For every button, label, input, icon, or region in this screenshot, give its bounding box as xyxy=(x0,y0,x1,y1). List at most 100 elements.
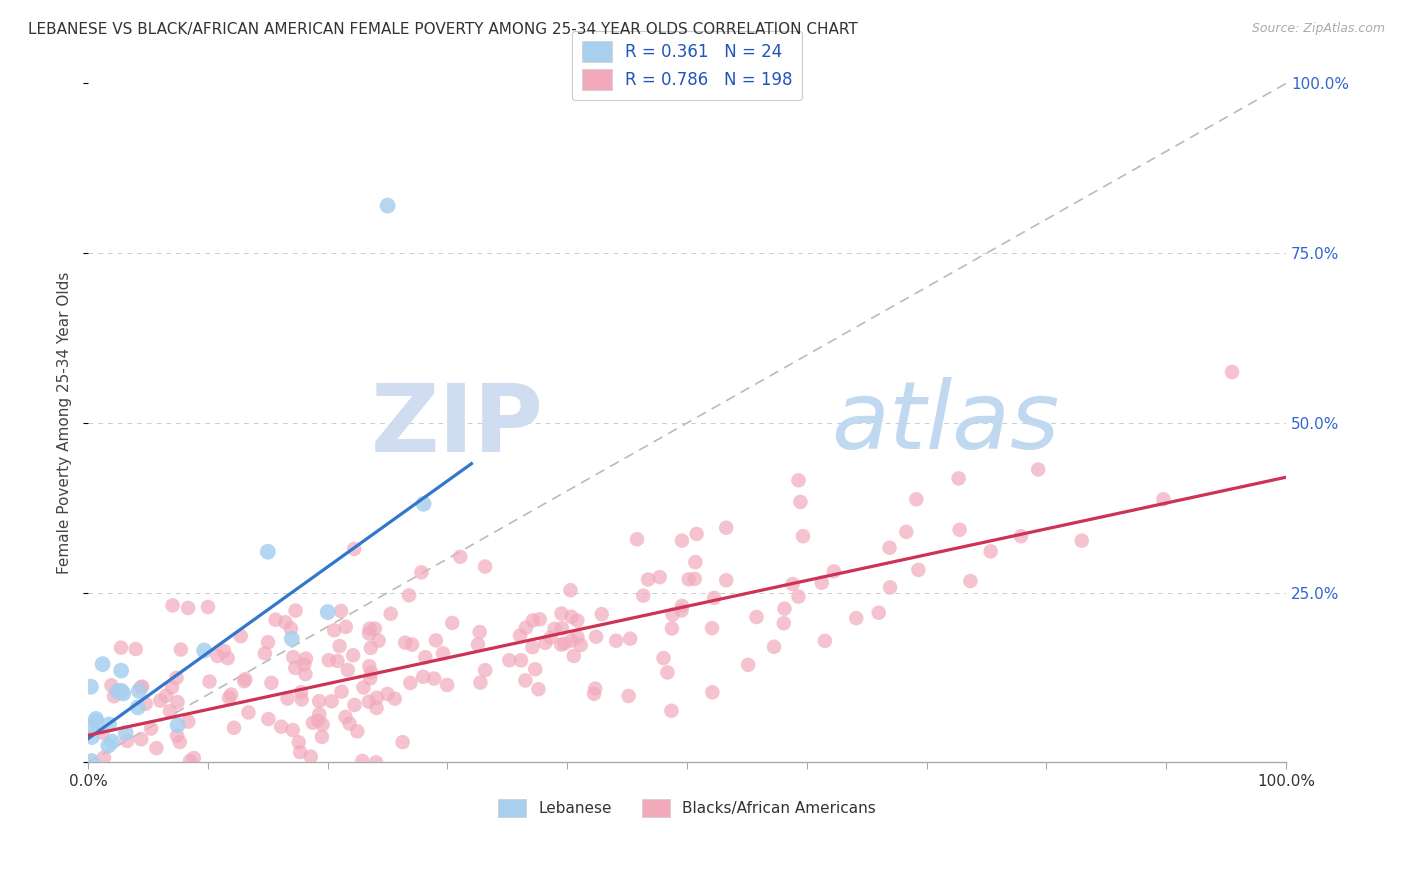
Point xyxy=(617,689,640,703)
Point xyxy=(527,682,550,697)
Point xyxy=(166,695,188,709)
Point xyxy=(377,199,399,213)
Point xyxy=(198,674,221,689)
Point xyxy=(229,629,252,643)
Point xyxy=(569,638,592,652)
Point xyxy=(222,721,245,735)
Point xyxy=(360,665,382,680)
Point xyxy=(125,642,148,657)
Point xyxy=(810,575,832,590)
Point xyxy=(274,615,297,630)
Point xyxy=(128,684,150,698)
Point xyxy=(540,631,562,645)
Point xyxy=(84,712,107,726)
Point xyxy=(280,622,302,636)
Point xyxy=(107,684,129,698)
Point xyxy=(498,653,520,667)
Point xyxy=(80,730,103,744)
Point xyxy=(145,741,167,756)
Point xyxy=(299,749,322,764)
Point xyxy=(253,647,276,661)
Point xyxy=(80,722,103,736)
Point xyxy=(896,524,918,539)
Point xyxy=(321,694,343,708)
Point xyxy=(522,640,544,655)
Point xyxy=(845,611,868,625)
Point xyxy=(582,687,605,701)
Point xyxy=(534,636,557,650)
Point xyxy=(308,694,330,708)
Point xyxy=(260,676,283,690)
Point xyxy=(529,612,551,626)
Point xyxy=(737,657,759,672)
Point xyxy=(436,678,458,692)
Point xyxy=(84,714,107,729)
Point xyxy=(336,663,359,677)
Point xyxy=(101,734,124,748)
Point xyxy=(671,603,693,617)
Point xyxy=(787,590,810,604)
Point xyxy=(343,698,366,712)
Point xyxy=(330,684,353,698)
Point xyxy=(217,651,239,665)
Point xyxy=(238,706,260,720)
Point xyxy=(661,622,683,636)
Point xyxy=(162,599,184,613)
Point xyxy=(763,640,786,654)
Point xyxy=(560,583,582,598)
Point xyxy=(155,689,177,703)
Point xyxy=(657,665,679,680)
Point xyxy=(550,638,572,652)
Point xyxy=(567,614,589,628)
Point xyxy=(91,725,114,739)
Point xyxy=(605,633,627,648)
Point xyxy=(792,529,814,543)
Point xyxy=(1070,533,1092,548)
Point xyxy=(470,675,492,690)
Point xyxy=(129,732,152,747)
Point xyxy=(326,654,349,668)
Point xyxy=(661,607,683,622)
Point xyxy=(129,680,152,694)
Point xyxy=(93,750,115,764)
Point xyxy=(959,574,981,588)
Point xyxy=(288,745,311,759)
Point xyxy=(183,751,205,765)
Point xyxy=(193,643,215,657)
Point xyxy=(139,722,162,736)
Point xyxy=(510,653,533,667)
Point xyxy=(342,648,364,663)
Point xyxy=(257,712,280,726)
Point xyxy=(398,588,420,602)
Point xyxy=(868,606,890,620)
Point xyxy=(343,541,366,556)
Text: LEBANESE VS BLACK/AFRICAN AMERICAN FEMALE POVERTY AMONG 25-34 YEAR OLDS CORRELAT: LEBANESE VS BLACK/AFRICAN AMERICAN FEMAL… xyxy=(28,22,858,37)
Point xyxy=(283,650,305,665)
Point xyxy=(330,604,353,618)
Point xyxy=(716,521,738,535)
Point xyxy=(359,672,381,686)
Point xyxy=(685,555,707,569)
Point xyxy=(308,707,330,722)
Point xyxy=(114,726,136,740)
Point xyxy=(907,563,929,577)
Point xyxy=(159,704,181,718)
Point xyxy=(281,632,304,646)
Point xyxy=(292,657,315,672)
Point xyxy=(339,716,361,731)
Point xyxy=(131,680,153,694)
Point xyxy=(323,624,346,638)
Point xyxy=(311,730,333,744)
Point xyxy=(543,622,565,636)
Point xyxy=(177,601,200,615)
Point xyxy=(619,632,641,646)
Point xyxy=(772,616,794,631)
Point xyxy=(814,634,837,648)
Point xyxy=(560,609,582,624)
Point xyxy=(169,735,191,749)
Point xyxy=(98,717,121,731)
Point xyxy=(905,492,928,507)
Point xyxy=(509,629,531,643)
Point xyxy=(782,577,804,591)
Point xyxy=(823,565,845,579)
